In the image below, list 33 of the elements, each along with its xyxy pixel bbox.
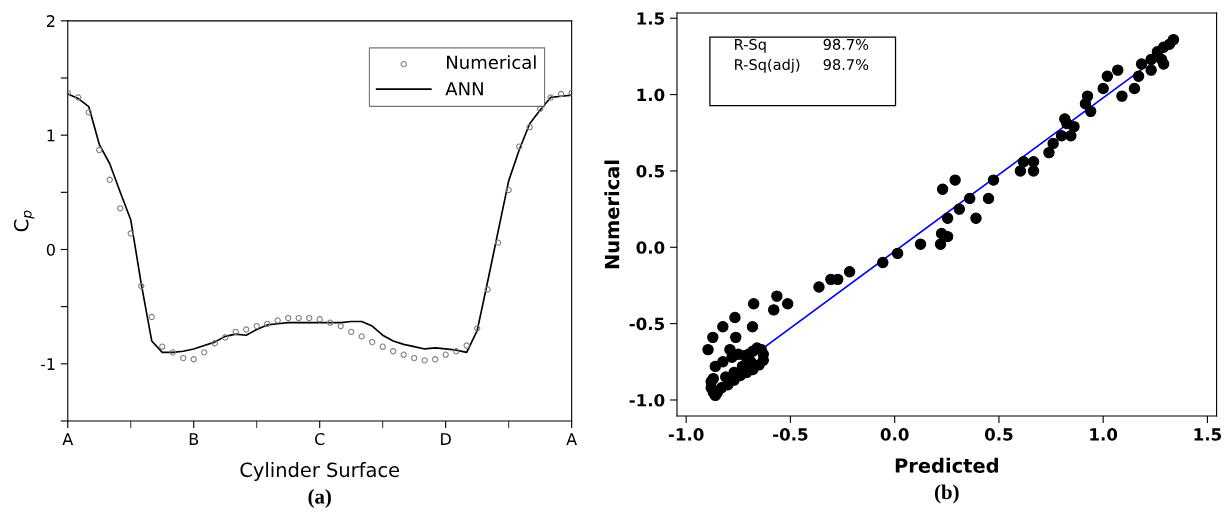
text: (b) — [934, 484, 959, 504]
y-tick-label: 0 — [46, 243, 55, 256]
y-tick-label: 2 — [46, 15, 55, 27]
y-tick-label: 1 — [47, 129, 55, 142]
x-tick-label: 1.0 — [1090, 428, 1118, 441]
x-tick-label: B — [189, 433, 199, 445]
y-axis-title: Numerical — [604, 160, 620, 269]
annotation: R-Sq(adj) — [735, 58, 800, 73]
y-tick-label: -1.0 — [629, 393, 665, 407]
y-tick-label: -1 — [40, 358, 55, 370]
x-tick-label: 0.5 — [984, 428, 1013, 441]
y-tick-label: 1.5 — [637, 12, 665, 25]
x-tick-label: 0.0 — [880, 428, 909, 441]
annotation: 98.7% — [823, 38, 869, 50]
x-axis-title: Predicted — [895, 457, 998, 473]
x-tick-label: -0.5 — [773, 428, 808, 441]
legend-label: ANN — [445, 82, 483, 96]
y-tick-label: 0.0 — [636, 241, 665, 254]
x-axis-title: Cylinder Surface — [240, 462, 400, 481]
annotation: R-Sq — [735, 38, 766, 53]
x-tick-label: A — [62, 433, 74, 445]
annotation: 98.7% — [823, 59, 869, 71]
text: (a) — [308, 488, 331, 508]
x-tick-label: D — [441, 433, 451, 445]
x-tick-label: A — [566, 433, 577, 445]
y-tick-label: 1.0 — [637, 88, 665, 102]
y-tick-label: 0.5 — [636, 164, 665, 178]
x-tick-label: -1.0 — [668, 428, 704, 441]
y-axis-title: C$_{p}$ — [13, 210, 35, 232]
legend-label: Numerical — [447, 55, 536, 70]
x-tick-label: 1.5 — [1194, 428, 1222, 441]
x-tick-label: C — [315, 433, 325, 446]
y-tick-label: -0.5 — [629, 317, 665, 331]
